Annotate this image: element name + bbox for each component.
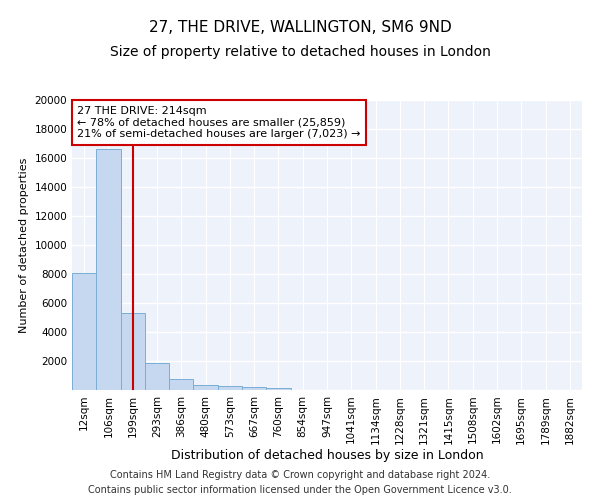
Text: 27, THE DRIVE, WALLINGTON, SM6 9ND: 27, THE DRIVE, WALLINGTON, SM6 9ND — [149, 20, 451, 35]
Bar — [193, 385, 218, 390]
Bar — [242, 387, 266, 390]
Bar — [169, 379, 193, 390]
Bar — [266, 388, 290, 390]
Text: Contains public sector information licensed under the Open Government Licence v3: Contains public sector information licen… — [88, 485, 512, 495]
Bar — [145, 363, 169, 390]
Text: Contains HM Land Registry data © Crown copyright and database right 2024.: Contains HM Land Registry data © Crown c… — [110, 470, 490, 480]
Bar — [121, 313, 145, 390]
Bar — [218, 386, 242, 390]
X-axis label: Distribution of detached houses by size in London: Distribution of detached houses by size … — [170, 449, 484, 462]
Text: Size of property relative to detached houses in London: Size of property relative to detached ho… — [110, 45, 490, 59]
Text: 27 THE DRIVE: 214sqm
← 78% of detached houses are smaller (25,859)
21% of semi-d: 27 THE DRIVE: 214sqm ← 78% of detached h… — [77, 106, 361, 139]
Bar — [96, 150, 121, 390]
Y-axis label: Number of detached properties: Number of detached properties — [19, 158, 29, 332]
Bar — [72, 272, 96, 390]
